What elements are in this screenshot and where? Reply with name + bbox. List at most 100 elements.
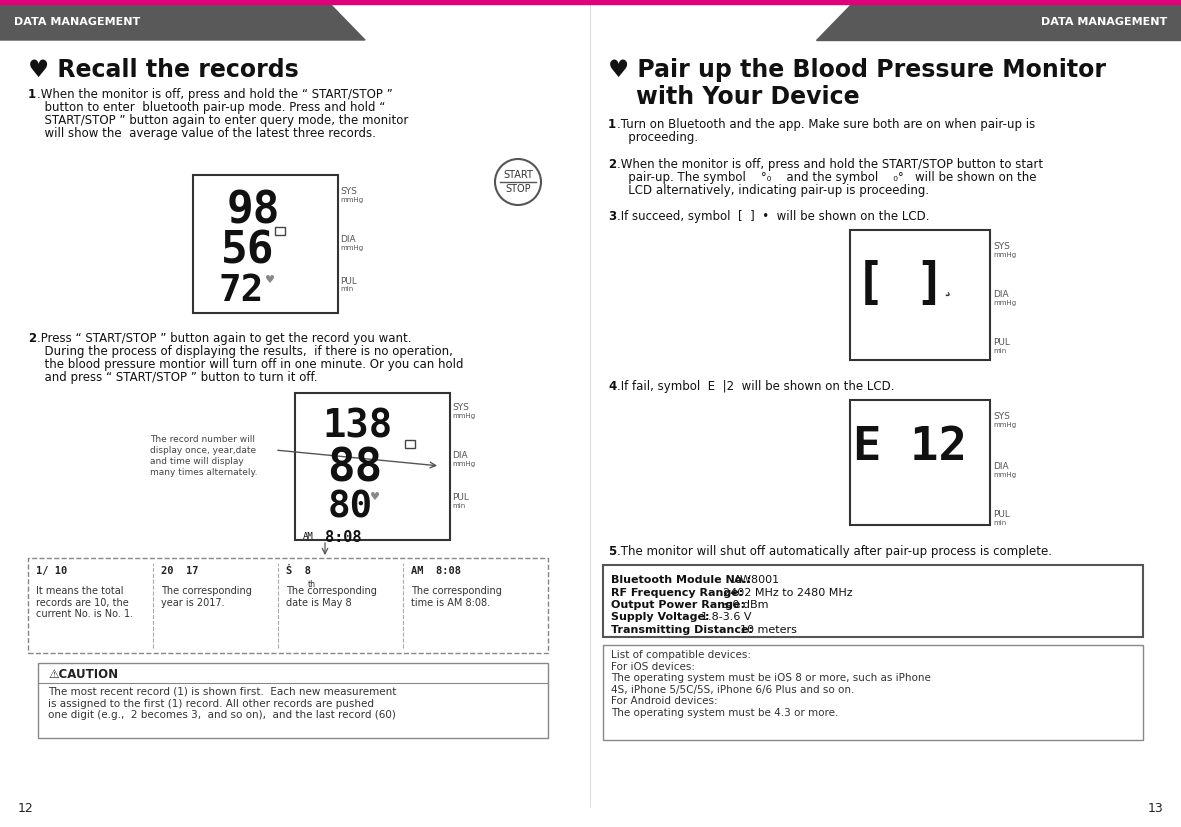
Text: During the process of displaying the results,  if there is no operation,: During the process of displaying the res… <box>37 345 452 358</box>
Text: SYS: SYS <box>993 412 1010 421</box>
Text: 88: 88 <box>327 446 383 491</box>
Text: mmHg: mmHg <box>340 245 363 251</box>
Bar <box>850 230 990 360</box>
Text: .If fail, symbol  Ε  |2  will be shown on the LCD.: .If fail, symbol Ε |2 will be shown on t… <box>616 380 894 393</box>
Text: .Press “ START/STOP ” button again to get the record you want.: .Press “ START/STOP ” button again to ge… <box>37 332 411 345</box>
Text: The corresponding
year is 2017.: The corresponding year is 2017. <box>161 586 252 608</box>
Text: It means the total
records are 10, the
current No. is No. 1.: It means the total records are 10, the c… <box>35 586 133 619</box>
Text: DATA MANAGEMENT: DATA MANAGEMENT <box>14 17 141 27</box>
Text: 98: 98 <box>227 190 280 233</box>
Text: 72: 72 <box>218 273 263 309</box>
Bar <box>193 175 338 313</box>
Text: ¸: ¸ <box>942 278 952 297</box>
Text: mmHg: mmHg <box>993 300 1016 306</box>
Text: mmHg: mmHg <box>993 472 1016 478</box>
Text: START/STOP ” button again to enter query mode, the monitor: START/STOP ” button again to enter query… <box>37 114 409 127</box>
Text: E 12: E 12 <box>853 425 967 470</box>
Text: mmHg: mmHg <box>993 252 1016 258</box>
Text: DIA: DIA <box>993 462 1009 471</box>
Text: th: th <box>308 580 317 589</box>
Text: ≤0 dBm: ≤0 dBm <box>723 600 769 610</box>
Polygon shape <box>816 4 1181 40</box>
Text: 1.8-3.6 V: 1.8-3.6 V <box>700 613 751 623</box>
Text: STOP: STOP <box>505 184 530 194</box>
Text: 2: 2 <box>608 158 616 171</box>
Text: DIA: DIA <box>993 290 1009 299</box>
Text: Ṡ  8: Ṡ 8 <box>286 566 311 576</box>
Text: 13: 13 <box>1147 802 1163 815</box>
Bar <box>275 227 285 235</box>
Text: 4: 4 <box>608 380 616 393</box>
Text: AM  8:08: AM 8:08 <box>411 566 461 576</box>
Text: 80: 80 <box>327 490 373 526</box>
Bar <box>0 0 1181 4</box>
Text: .When the monitor is off, press and hold the START/STOP button to start: .When the monitor is off, press and hold… <box>616 158 1043 171</box>
Text: List of compatible devices:
For iOS devices:
The operating system must be iOS 8 : List of compatible devices: For iOS devi… <box>611 650 931 718</box>
Text: min: min <box>340 286 353 292</box>
Text: .Turn on Bluetooth and the app. Make sure both are on when pair-up is: .Turn on Bluetooth and the app. Make sur… <box>616 118 1036 131</box>
Bar <box>405 440 415 448</box>
Bar <box>38 663 548 738</box>
Text: will show the  average value of the latest three records.: will show the average value of the lates… <box>37 127 376 140</box>
Text: min: min <box>452 503 465 509</box>
Text: LCD alternatively, indicating pair-up is proceeding.: LCD alternatively, indicating pair-up is… <box>616 184 929 197</box>
Bar <box>28 558 548 653</box>
Text: 138: 138 <box>322 407 392 445</box>
Text: many times alternately.: many times alternately. <box>150 468 257 477</box>
Polygon shape <box>0 4 365 40</box>
Text: 5: 5 <box>608 545 616 558</box>
Text: mmHg: mmHg <box>452 413 475 419</box>
Text: the blood pressure montior will turn off in one minute. Or you can hold: the blood pressure montior will turn off… <box>37 358 463 371</box>
Text: PUL: PUL <box>340 277 357 286</box>
Text: mmHg: mmHg <box>452 461 475 467</box>
Text: mmHg: mmHg <box>340 197 363 203</box>
Text: 8:08: 8:08 <box>325 530 361 545</box>
Text: and press “ START/STOP ” button to turn it off.: and press “ START/STOP ” button to turn … <box>37 371 318 384</box>
Text: [ ]: [ ] <box>855 260 945 308</box>
Text: SYS: SYS <box>993 242 1010 251</box>
Text: SYS: SYS <box>340 187 357 196</box>
Text: ⚠CAUTION: ⚠CAUTION <box>48 668 118 681</box>
Text: 2: 2 <box>28 332 37 345</box>
Text: PUL: PUL <box>993 510 1010 519</box>
Text: mmHg: mmHg <box>993 422 1016 428</box>
Bar <box>850 400 990 525</box>
Text: DIA: DIA <box>340 235 355 244</box>
Bar <box>295 393 450 540</box>
Text: 20  17: 20 17 <box>161 566 198 576</box>
Text: DIA: DIA <box>452 451 468 460</box>
Text: 56: 56 <box>221 230 275 273</box>
Text: ♥: ♥ <box>265 275 275 285</box>
Bar <box>603 565 1143 637</box>
Text: ♥ Recall the records: ♥ Recall the records <box>28 58 299 82</box>
Text: 1: 1 <box>608 118 616 131</box>
Text: The corresponding
date is May 8: The corresponding date is May 8 <box>286 586 377 608</box>
Text: pair-up. The symbol    °₀    and the symbol    ₀°   will be shown on the: pair-up. The symbol °₀ and the symbol ₀°… <box>616 171 1037 184</box>
Text: ♥ Pair up the Blood Pressure Monitor: ♥ Pair up the Blood Pressure Monitor <box>608 58 1105 82</box>
Text: Supply Voltage:: Supply Voltage: <box>611 613 713 623</box>
Text: Transmitting Distance:: Transmitting Distance: <box>611 625 757 635</box>
Text: The most recent record (1) is shown first.  Each new measurement
is assigned to : The most recent record (1) is shown firs… <box>48 687 397 720</box>
Text: Bluetooth Module No.:: Bluetooth Module No.: <box>611 575 755 585</box>
Text: SYS: SYS <box>452 403 469 412</box>
Text: with Your Device: with Your Device <box>637 85 860 109</box>
Text: 10 meters: 10 meters <box>739 625 797 635</box>
Text: 3: 3 <box>608 210 616 223</box>
Text: proceeding.: proceeding. <box>616 131 698 144</box>
Text: ♥: ♥ <box>370 492 380 502</box>
Text: .When the monitor is off, press and hold the “ START/STOP ”: .When the monitor is off, press and hold… <box>37 88 393 101</box>
Text: DATA MANAGEMENT: DATA MANAGEMENT <box>1040 17 1167 27</box>
Text: AM: AM <box>304 532 314 541</box>
Text: button to enter  bluetooth pair-up mode. Press and hold “: button to enter bluetooth pair-up mode. … <box>37 101 385 114</box>
Text: The corresponding
time is AM 8:08.: The corresponding time is AM 8:08. <box>411 586 502 608</box>
Text: The record number will: The record number will <box>150 435 255 444</box>
Text: AW8001: AW8001 <box>735 575 781 585</box>
Text: PUL: PUL <box>452 493 469 502</box>
Text: .If succeed, symbol  [  ]  •  will be shown on the LCD.: .If succeed, symbol [ ] • will be shown … <box>616 210 929 223</box>
Text: min: min <box>993 520 1006 526</box>
Text: display once, year,date: display once, year,date <box>150 446 256 455</box>
Text: 1: 1 <box>28 88 37 101</box>
Bar <box>603 645 1143 740</box>
Text: .The monitor will shut off automatically after pair-up process is complete.: .The monitor will shut off automatically… <box>616 545 1052 558</box>
Text: and time will display: and time will display <box>150 457 243 466</box>
